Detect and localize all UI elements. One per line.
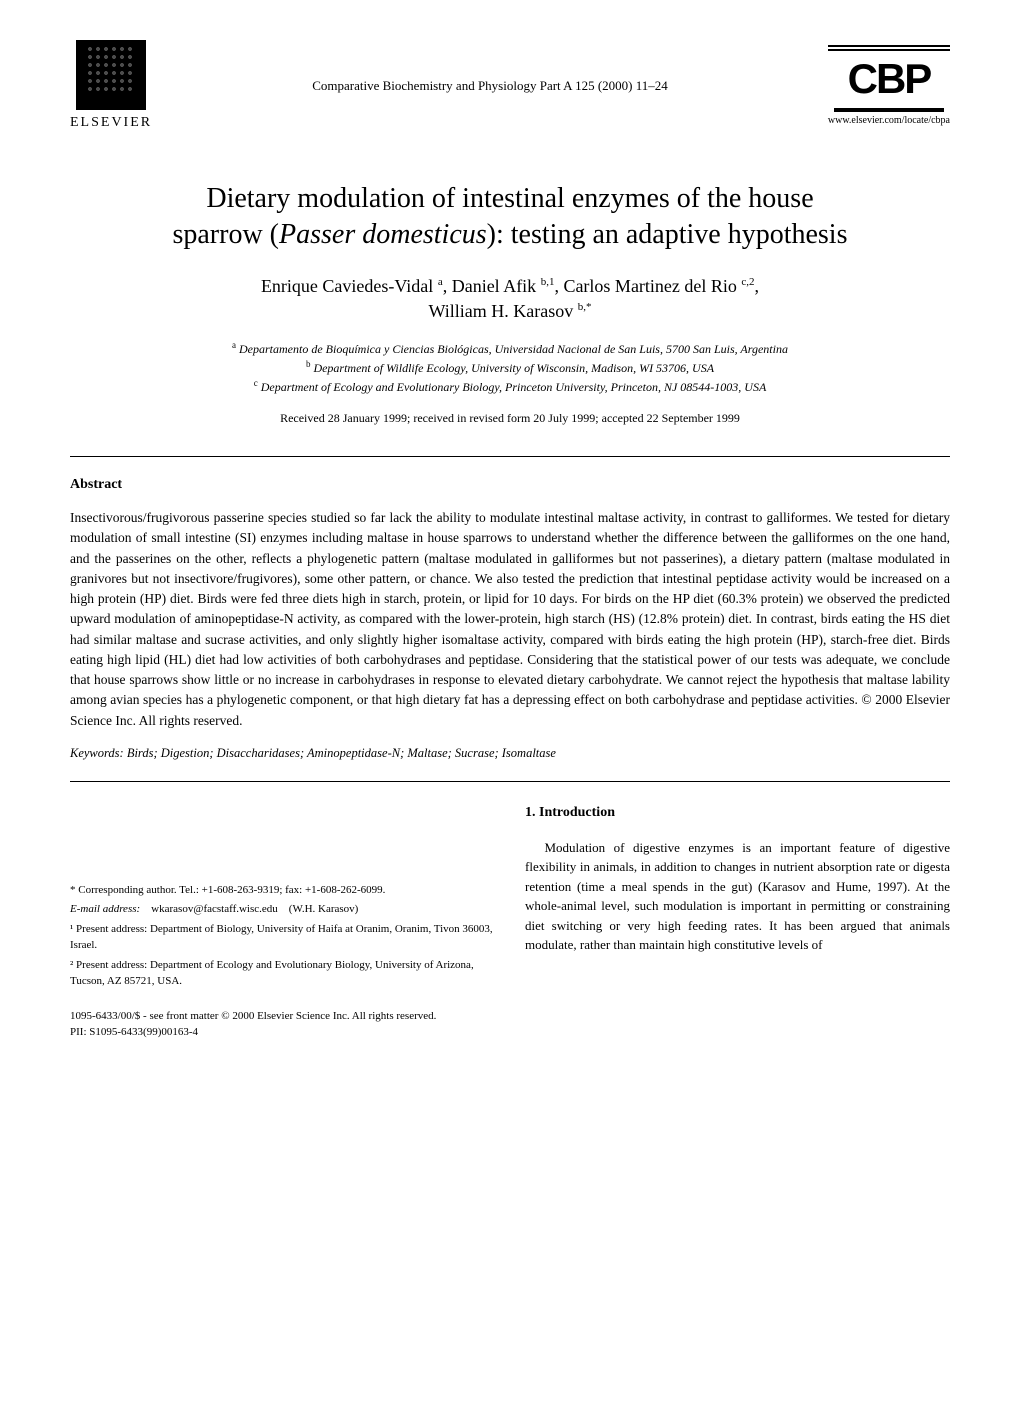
email-person: (W.H. Karasov)	[289, 903, 359, 915]
keywords-text: Birds; Digestion; Disaccharidases; Amino…	[127, 746, 556, 760]
left-column: * Corresponding author. Tel.: +1-608-263…	[70, 802, 495, 993]
received-dates: Received 28 January 1999; received in re…	[70, 411, 950, 426]
cbp-underline	[834, 108, 944, 112]
cbp-url: www.elsevier.com/locate/cbpa	[828, 115, 950, 126]
authors-block: Enrique Caviedes-Vidal a, Daniel Afik b,…	[70, 274, 950, 324]
author3: Carlos Martinez del Rio	[563, 276, 736, 296]
copyright-line: 1095-6433/00/$ - see front matter © 2000…	[70, 1008, 950, 1025]
affiliation-b: Department of Wildlife Ecology, Universi…	[313, 361, 714, 375]
author2-sup: b,1	[541, 276, 555, 288]
title-species: Passer domesticus	[279, 219, 487, 250]
footnotes-block: * Corresponding author. Tel.: +1-608-263…	[70, 882, 495, 990]
introduction-heading: 1. Introduction	[525, 802, 950, 823]
elsevier-tree-icon	[76, 40, 146, 110]
header-row: ELSEVIER Comparative Biochemistry and Ph…	[70, 40, 950, 131]
title-line1: Dietary modulation of intestinal enzymes…	[206, 183, 813, 214]
cbp-logo: CBP www.elsevier.com/locate/cbpa	[828, 45, 950, 126]
right-column: 1. Introduction Modulation of digestive …	[525, 802, 950, 993]
author1-sup: a	[438, 276, 443, 288]
title-line2-pre: sparrow (	[172, 219, 279, 250]
divider-1	[70, 456, 950, 457]
author3-sup: c,2	[741, 276, 754, 288]
bottom-info: 1095-6433/00/$ - see front matter © 2000…	[70, 1008, 950, 1041]
email-line: E-mail address: wkarasov@facstaff.wisc.e…	[70, 901, 495, 918]
pii-line: PII: S1095-6433(99)00163-4	[70, 1024, 950, 1041]
keywords-label: Keywords:	[70, 746, 124, 760]
author1: Enrique Caviedes-Vidal	[261, 276, 433, 296]
affiliations-block: a Departamento de Bioquímica y Ciencias …	[70, 339, 950, 396]
email-label: E-mail address:	[70, 903, 140, 915]
author4: William H. Karasov	[429, 301, 574, 321]
affiliation-a: Departamento de Bioquímica y Ciencias Bi…	[239, 342, 788, 356]
cbp-label: CBP	[848, 51, 931, 103]
two-column-layout: * Corresponding author. Tel.: +1-608-263…	[70, 802, 950, 993]
elsevier-logo: ELSEVIER	[70, 40, 152, 131]
abstract-text: Insectivorous/frugivorous passerine spec…	[70, 508, 950, 731]
introduction-text: Modulation of digestive enzymes is an im…	[525, 838, 950, 955]
affiliation-c: Department of Ecology and Evolutionary B…	[261, 380, 767, 394]
present-address-1: ¹ Present address: Department of Biology…	[70, 921, 495, 954]
abstract-heading: Abstract	[70, 477, 950, 493]
author2: Daniel Afik	[452, 276, 536, 296]
present-address-2: ² Present address: Department of Ecology…	[70, 957, 495, 990]
article-title: Dietary modulation of intestinal enzymes…	[70, 181, 950, 254]
email-value: wkarasov@facstaff.wisc.edu	[151, 903, 278, 915]
journal-citation: Comparative Biochemistry and Physiology …	[312, 78, 668, 94]
author4-sup: b,*	[578, 301, 592, 313]
divider-2	[70, 781, 950, 782]
elsevier-label: ELSEVIER	[70, 115, 152, 131]
title-line2-post: ): testing an adaptive hypothesis	[487, 219, 848, 250]
keywords-line: Keywords: Birds; Digestion; Disaccharida…	[70, 746, 950, 761]
corresponding-author: * Corresponding author. Tel.: +1-608-263…	[70, 882, 495, 899]
